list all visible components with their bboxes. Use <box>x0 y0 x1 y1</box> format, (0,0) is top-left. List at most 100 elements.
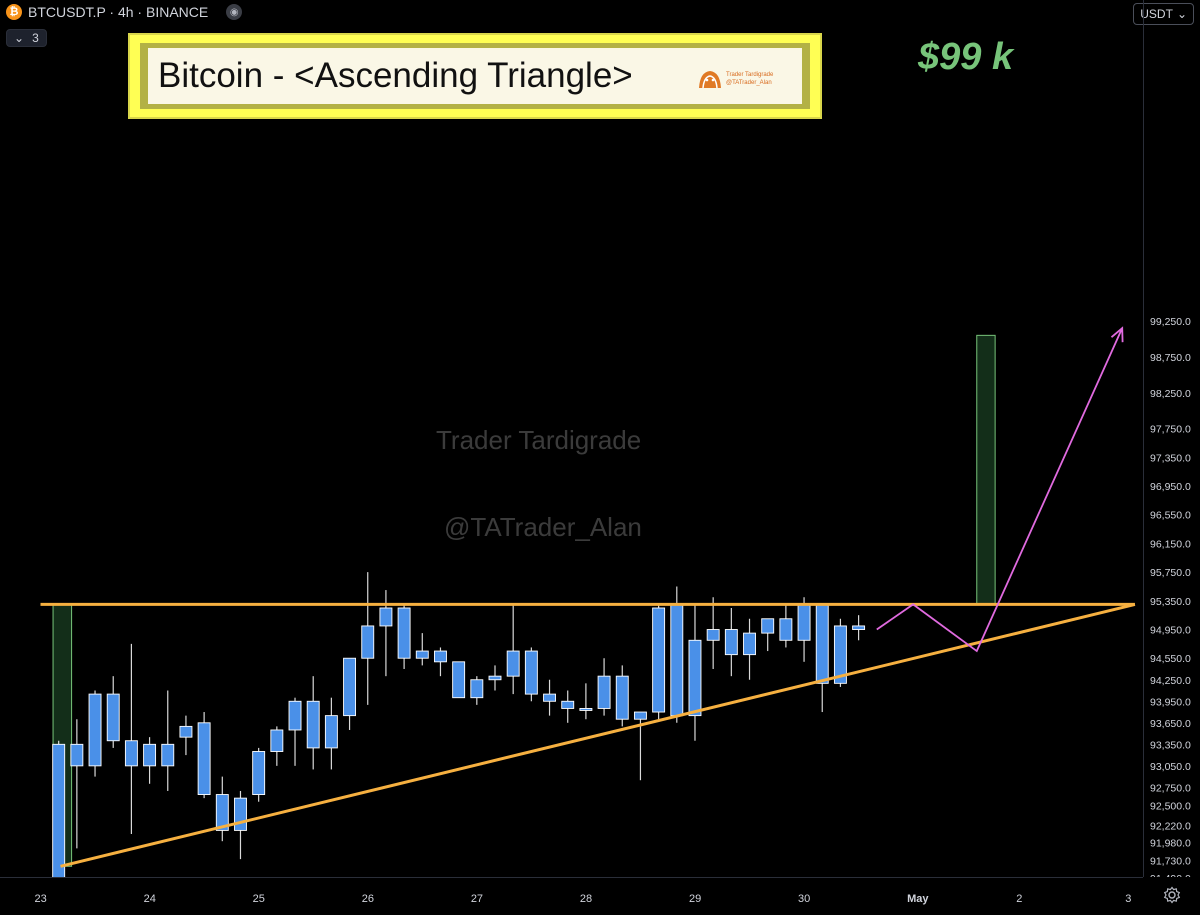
candle[interactable] <box>70 743 84 767</box>
symbol-header[interactable]: ₿ BTCUSDT.P · 4h · BINANCE ◉ <box>6 4 243 20</box>
price-tick-label: 96,150.0 <box>1150 538 1191 550</box>
support-trendline[interactable] <box>60 602 1136 868</box>
watermark-handle: @TATrader_Alan <box>444 512 642 542</box>
chevron-down-icon: ⌄ <box>14 31 25 45</box>
candle[interactable] <box>452 661 466 699</box>
target-price-label: $99 k <box>918 36 1014 78</box>
chart-title: Bitcoin - <Ascending Triangle> <box>158 56 633 95</box>
time-axis[interactable]: 23 24 25 26 27 28 29 30 May 2 3 <box>0 877 1143 910</box>
candle[interactable] <box>524 650 538 695</box>
time-tick-label: 24 <box>144 893 156 905</box>
candle[interactable] <box>397 607 411 659</box>
candle[interactable] <box>434 650 447 663</box>
price-tick-label: 95,750.0 <box>1150 567 1191 579</box>
price-tick-label: 93,050.0 <box>1150 761 1191 773</box>
price-tick-label: 92,500.0 <box>1150 800 1191 812</box>
price-tick-label: 94,250.0 <box>1150 675 1191 687</box>
price-tick-label: 98,250.0 <box>1150 388 1191 400</box>
candle[interactable] <box>652 607 666 713</box>
price-tick-label: 95,350.0 <box>1150 596 1191 608</box>
currency-select[interactable]: USDT ⌄ <box>1133 3 1194 25</box>
candle[interactable] <box>615 675 629 720</box>
candle[interactable] <box>670 603 684 717</box>
candle[interactable] <box>106 693 120 742</box>
time-tick-label: 26 <box>362 893 374 905</box>
candle[interactable] <box>779 618 793 641</box>
candle[interactable] <box>579 708 593 711</box>
symbol-line[interactable]: BTCUSDT.P · 4h · BINANCE <box>28 4 209 20</box>
candle[interactable] <box>852 625 866 630</box>
candle[interactable] <box>306 700 320 749</box>
time-tick-label: 27 <box>471 893 483 905</box>
time-tick-label: 23 <box>35 893 47 905</box>
watermark-name: Trader Tardigrade <box>436 425 642 455</box>
time-tick-label: 2 <box>1016 893 1022 905</box>
candle[interactable] <box>215 794 229 831</box>
candle[interactable] <box>234 797 247 831</box>
price-tick-label: 94,950.0 <box>1150 625 1191 637</box>
bitcoin-icon: ₿ <box>6 4 22 20</box>
settings-gear-icon[interactable] <box>1163 886 1181 904</box>
candle[interactable] <box>724 629 738 656</box>
candle[interactable] <box>288 700 302 731</box>
title-banner: Bitcoin - <Ascending Triangle> Trader Ta… <box>128 33 822 119</box>
price-tick-label: 91,490.0 <box>1150 873 1191 877</box>
candle[interactable] <box>143 743 157 767</box>
candle[interactable] <box>343 657 357 717</box>
price-tick-label: 97,350.0 <box>1150 452 1191 464</box>
candle[interactable] <box>179 725 193 738</box>
candle[interactable] <box>415 650 429 659</box>
badge-line1: Trader Tardigrade <box>726 72 774 78</box>
candle[interactable] <box>161 743 175 767</box>
candle[interactable] <box>561 700 575 709</box>
candle[interactable] <box>124 740 138 767</box>
indicator-count: 3 <box>32 31 39 45</box>
candle[interactable] <box>270 729 284 752</box>
price-tick-label: 92,220.0 <box>1150 820 1191 832</box>
price-tick-label: 91,730.0 <box>1150 856 1191 868</box>
projection-path[interactable] <box>876 327 1124 653</box>
candle[interactable] <box>361 625 375 659</box>
price-tick-label: 99,250.0 <box>1150 316 1191 328</box>
candle[interactable] <box>470 679 484 699</box>
candle[interactable] <box>52 743 66 877</box>
time-tick-label: 3 <box>1125 893 1131 905</box>
candle[interactable] <box>761 618 775 634</box>
price-tick-label: 98,750.0 <box>1150 352 1191 364</box>
tardigrade-logo-icon <box>699 71 721 89</box>
candle[interactable] <box>743 632 756 656</box>
price-tick-label: 94,550.0 <box>1150 653 1191 665</box>
chart-plot[interactable] <box>0 0 1143 877</box>
brand-badge: Trader Tardigrade @TATrader_Alan <box>696 64 780 94</box>
candle[interactable] <box>633 711 647 720</box>
candle[interactable] <box>506 650 520 677</box>
chevron-down-icon: ⌄ <box>1176 7 1187 21</box>
currency-label: USDT <box>1140 7 1173 21</box>
candle[interactable] <box>379 607 393 627</box>
target-range-box <box>976 334 996 605</box>
time-tick-label: 30 <box>798 893 810 905</box>
candle[interactable] <box>543 693 556 702</box>
candle[interactable] <box>815 603 829 684</box>
candle[interactable] <box>197 722 211 795</box>
indicators-toggle[interactable]: ⌄ 3 <box>6 29 47 47</box>
candle[interactable] <box>688 639 702 717</box>
time-tick-label: 28 <box>580 893 592 905</box>
candle[interactable] <box>488 675 502 681</box>
eye-icon[interactable]: ◉ <box>226 4 243 20</box>
price-tick-label: 93,350.0 <box>1150 739 1191 751</box>
candle[interactable] <box>833 625 847 684</box>
price-tick-label: 93,950.0 <box>1150 696 1191 708</box>
candle[interactable] <box>797 603 811 641</box>
time-tick-label: 29 <box>689 893 701 905</box>
price-tick-label: 92,750.0 <box>1150 782 1191 794</box>
price-axis[interactable]: 99,250.0 98,750.0 98,250.0 97,750.0 97,350.0… <box>1143 0 1200 902</box>
candle[interactable] <box>88 693 102 767</box>
badge-line2: @TATrader_Alan <box>726 80 772 86</box>
candle[interactable] <box>324 715 338 749</box>
price-tick-label: 93,650.0 <box>1150 718 1191 730</box>
projection-arrowhead <box>1110 326 1124 343</box>
candle[interactable] <box>597 675 611 709</box>
candle[interactable] <box>252 751 266 795</box>
candle[interactable] <box>706 629 720 641</box>
